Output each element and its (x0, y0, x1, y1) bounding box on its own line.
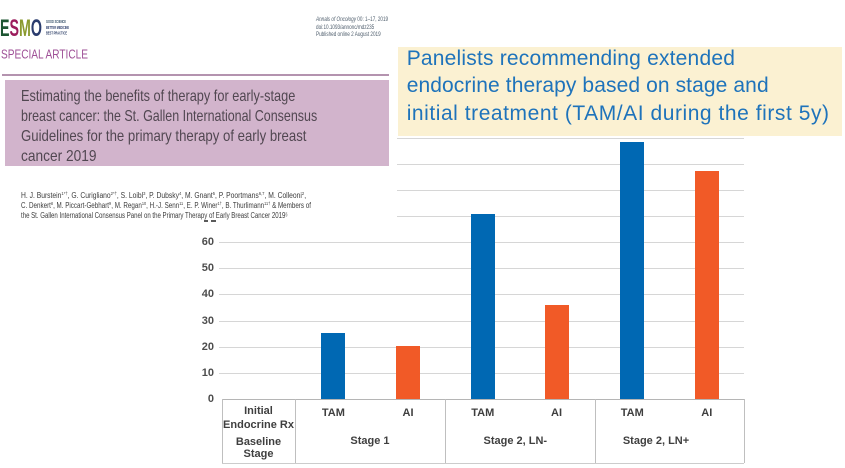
svg-text:GOOD SCIENCE: GOOD SCIENCE (46, 20, 66, 24)
svg-text:ESMO: ESMO (0, 18, 42, 38)
svg-text:BEST PRACTICE: BEST PRACTICE (46, 31, 67, 36)
svg-text:BETTER MEDICINE: BETTER MEDICINE (46, 25, 69, 30)
svg-text:SPECIAL ARTICLE: SPECIAL ARTICLE (1, 47, 88, 62)
